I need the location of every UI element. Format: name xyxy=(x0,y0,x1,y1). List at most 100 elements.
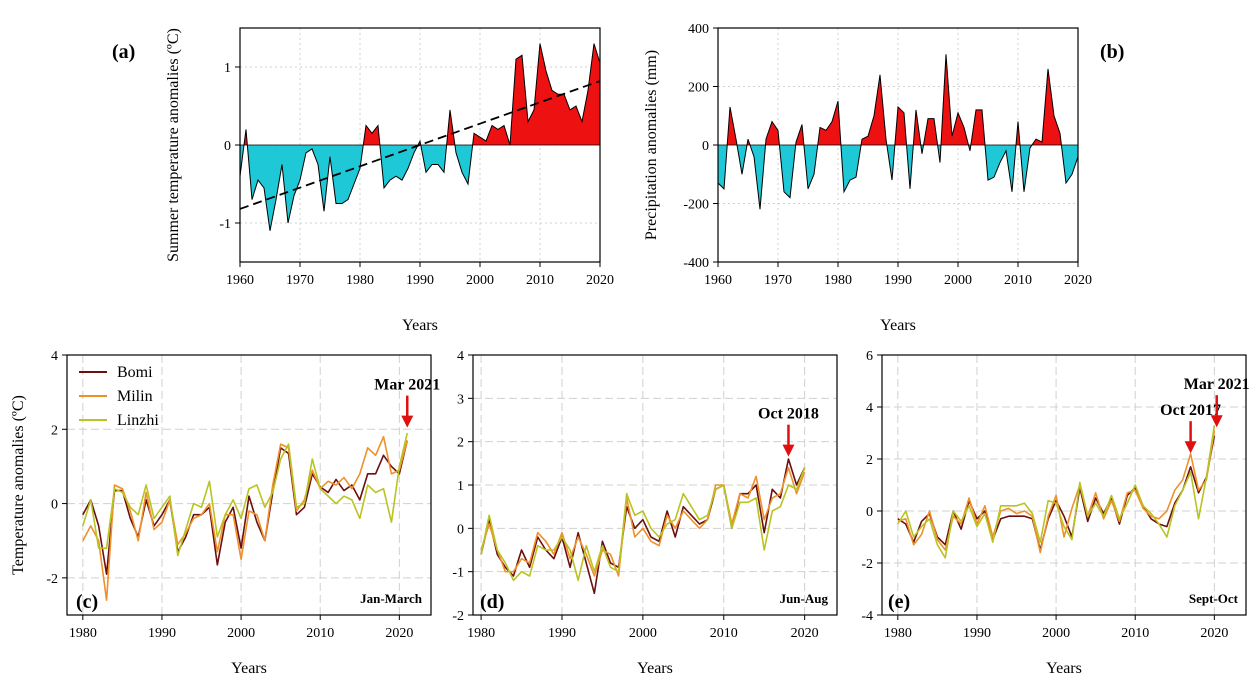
area-segment-a xyxy=(270,145,276,231)
x-tick-label: 1980 xyxy=(467,626,495,641)
x-tick-label: 2000 xyxy=(944,273,972,288)
area-segment-b xyxy=(988,145,994,181)
panel-d: Oct 2018 Jun-Aug 1980 1990 2000 2010 2020 -2 -1 0… xyxy=(452,349,838,677)
annotation-label: Mar 2021 xyxy=(1184,376,1250,393)
y-tick-label: 0 xyxy=(457,522,464,537)
arrow-head xyxy=(782,444,795,457)
y-tick-label: -1 xyxy=(452,566,464,581)
panel-e: Oct 2017 Mar 2021 Sept-Oct 1980 1990 2000 2010… xyxy=(861,349,1249,677)
x-tick-label: 1960 xyxy=(704,273,732,288)
y-tick-label: 4 xyxy=(457,349,464,364)
area-segment-a xyxy=(252,145,258,200)
area-segment-a xyxy=(558,94,564,145)
area-segment-a xyxy=(522,55,528,145)
legend-label-bomi: Bomi xyxy=(117,364,153,381)
area-segment-a xyxy=(432,145,438,165)
series-line-c-linzhi xyxy=(82,432,409,557)
plot-frame-e xyxy=(881,354,1247,616)
area-segment-a xyxy=(438,145,444,173)
x-tick-label: 2000 xyxy=(1042,626,1070,641)
x-tick-label: 2020 xyxy=(791,626,819,641)
area-segment-a xyxy=(540,43,546,145)
area-segment-a xyxy=(396,145,402,181)
area-segment-a xyxy=(594,43,600,145)
area-segment-a xyxy=(408,145,414,169)
x-tick-label: 2000 xyxy=(466,273,494,288)
x-tick-label: 2010 xyxy=(1004,273,1032,288)
area-segment-a xyxy=(534,43,540,145)
series-line-a xyxy=(240,43,600,231)
x-tick-label: 2010 xyxy=(526,273,554,288)
x-tick-label: 2010 xyxy=(1121,626,1149,641)
arrow-head xyxy=(1184,441,1197,454)
fill-areas-a xyxy=(240,43,600,231)
y-tick-label: 0 xyxy=(224,139,231,154)
x-tick-label: 1960 xyxy=(226,273,254,288)
series-line-d-linzhi xyxy=(480,467,806,582)
x-tick-label: 1990 xyxy=(548,626,576,641)
panel-c: Mar 2021 Jan-March Bomi Milin Linzhi 1980 1990… xyxy=(10,349,440,677)
y-axis-label-a: Summer temperature anomalies (ºC) xyxy=(165,28,182,262)
y-tick-label: 0 xyxy=(702,139,709,154)
x-tick-label: 1990 xyxy=(148,626,176,641)
x-axis-label-a: Years xyxy=(402,317,438,334)
x-tick-label: 1970 xyxy=(286,273,314,288)
y-tick-label: 3 xyxy=(457,392,464,407)
panel-a: 1960 1970 1980 1990 2000 2010 2020 -1 0 1 Years Sum… xyxy=(112,27,614,334)
trend-line-a xyxy=(240,80,600,210)
x-tick-label: 1990 xyxy=(884,273,912,288)
y-axis-label-c: Temperature anomalies (ºC) xyxy=(10,395,27,575)
area-segment-a xyxy=(588,43,594,145)
x-tick-label: 1980 xyxy=(884,626,912,641)
area-segment-a xyxy=(348,145,354,200)
series-line-c-milin xyxy=(82,435,409,601)
series-group-e xyxy=(897,425,1216,559)
area-segment-a xyxy=(582,90,588,145)
y-tick-label: 200 xyxy=(688,81,709,96)
area-segment-b xyxy=(1066,145,1072,184)
arrow-head xyxy=(401,415,414,428)
y-axis-label-b: Precipitation anomalies (mm) xyxy=(643,50,660,240)
area-segment-b xyxy=(1036,139,1042,145)
annotation-c-0: Mar 2021 xyxy=(374,377,440,428)
legend-label-linzhi: Linzhi xyxy=(117,412,159,429)
series-group-d xyxy=(480,458,806,595)
y-tick-label: -200 xyxy=(683,198,709,213)
series-line-d-milin xyxy=(480,466,806,577)
y-tick-label: -400 xyxy=(683,256,709,271)
panel-label-e: (e) xyxy=(888,591,910,613)
y-tick-label: -2 xyxy=(861,557,873,572)
area-segment-a xyxy=(498,125,504,145)
panel-label-a: (a) xyxy=(112,41,135,63)
annotation-e-1: Mar 2021 xyxy=(1184,376,1250,428)
area-segment-b xyxy=(844,145,850,192)
x-axis-label-c: Years xyxy=(231,660,267,677)
y-tick-label: 2 xyxy=(866,453,873,468)
x-axis-label-b: Years xyxy=(880,317,916,334)
y-tick-label: 400 xyxy=(688,22,709,37)
season-label-c: Jan-March xyxy=(360,591,423,606)
x-tick-label: 2020 xyxy=(1064,273,1092,288)
area-segment-b xyxy=(1054,115,1060,145)
area-segment-b xyxy=(1000,145,1006,163)
y-tick-label: 0 xyxy=(866,505,873,520)
panel-label-b: (b) xyxy=(1100,41,1124,63)
y-tick-label: -2 xyxy=(46,572,58,587)
x-tick-label: 1980 xyxy=(69,626,97,641)
area-segment-a xyxy=(456,145,462,173)
area-segment-b xyxy=(1048,68,1054,145)
area-segment-a xyxy=(516,55,522,145)
area-segment-a xyxy=(570,106,576,145)
area-segment-a xyxy=(372,125,378,145)
series-line-c-bomi xyxy=(82,440,409,575)
area-segment-b xyxy=(850,145,856,181)
x-tick-label: 1980 xyxy=(346,273,374,288)
y-tick-label: 4 xyxy=(866,401,873,416)
area-segment-b xyxy=(958,112,964,145)
arrow-head xyxy=(1210,415,1223,428)
area-segment-b xyxy=(868,115,874,145)
y-tick-label: -4 xyxy=(861,609,873,624)
area-segment-a xyxy=(546,70,552,145)
y-tick-label: -2 xyxy=(452,609,464,624)
y-tick-label: -1 xyxy=(219,217,231,232)
